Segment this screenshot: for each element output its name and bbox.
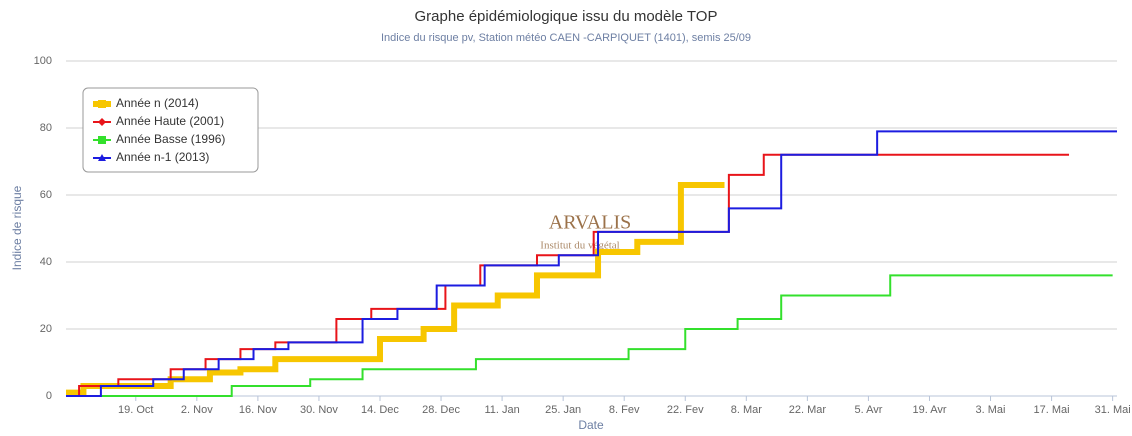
x-tick-label: 22. Mar (789, 404, 827, 416)
x-tick-label: 25. Jan (545, 404, 581, 416)
x-tick-label: 2. Nov (181, 404, 213, 416)
x-tick-label: 19. Avr (912, 404, 946, 416)
x-tick-label: 31. Mai (1095, 404, 1131, 416)
chart-subtitle: Indice du risque pv, Station météo CAEN … (381, 32, 751, 44)
x-tick-label: 16. Nov (239, 404, 277, 416)
x-tick-label: 8. Mar (731, 404, 763, 416)
y-tick-label: 20 (40, 323, 52, 335)
legend-marker (98, 118, 106, 126)
watermark-sub: Institut du végétal (540, 240, 619, 252)
legend-label: Année n-1 (2013) (116, 150, 209, 164)
x-axis-label: Date (578, 418, 604, 432)
legend-marker (98, 154, 106, 161)
x-tick-label: 11. Jan (484, 404, 519, 416)
x-tick-label: 28. Dec (422, 404, 460, 416)
x-tick-label: 17. Mai (1034, 404, 1070, 416)
x-tick-label: 5. Avr (854, 404, 882, 416)
legend-label: Année Haute (2001) (116, 114, 224, 128)
legend-label: Année n (2014) (116, 96, 199, 110)
series-line (66, 130, 1117, 397)
chart-title: Graphe épidémiologique issu du modèle TO… (415, 8, 718, 25)
x-tick-label: 14. Dec (361, 404, 399, 416)
series-line (66, 181, 725, 396)
y-tick-label: 60 (40, 189, 52, 201)
legend-marker (98, 100, 106, 108)
legend-marker (98, 136, 106, 144)
series-line (66, 274, 1113, 397)
watermark: ARVALIS (549, 212, 632, 234)
x-tick-label: 19. Oct (118, 404, 153, 416)
y-tick-label: 80 (40, 122, 52, 134)
y-tick-label: 40 (40, 256, 52, 268)
y-axis-label: Indice de risque (10, 185, 24, 270)
y-tick-label: 100 (34, 55, 52, 67)
x-tick-label: 30. Nov (300, 404, 338, 416)
legend-box (82, 87, 259, 173)
x-tick-label: 3. Mai (976, 404, 1006, 416)
x-tick-label: 22. Fev (667, 404, 704, 416)
legend-label: Année Basse (1996) (116, 132, 225, 146)
x-tick-label: 8. Fev (609, 404, 640, 416)
y-tick-label: 0 (46, 390, 52, 402)
